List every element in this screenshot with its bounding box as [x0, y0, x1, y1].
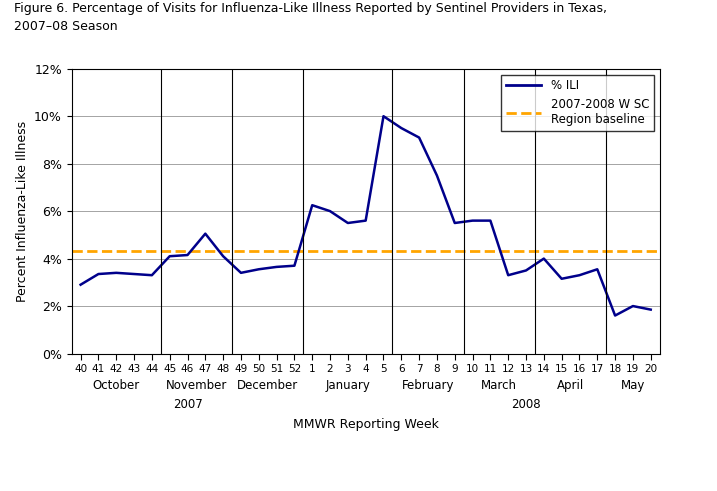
Text: 2007–08 Season: 2007–08 Season — [14, 20, 118, 32]
Text: Figure 6. Percentage of Visits for Influenza-Like Illness Reported by Sentinel P: Figure 6. Percentage of Visits for Influ… — [14, 2, 607, 15]
Text: December: December — [237, 379, 298, 392]
Text: May: May — [621, 379, 645, 392]
Legend: % ILI, 2007-2008 W SC
Region baseline: % ILI, 2007-2008 W SC Region baseline — [501, 75, 654, 131]
Text: 2008: 2008 — [511, 398, 541, 410]
Text: February: February — [402, 379, 455, 392]
Text: April: April — [557, 379, 584, 392]
Text: October: October — [92, 379, 140, 392]
Text: November: November — [166, 379, 227, 392]
Y-axis label: Percent Influenza-Like Illness: Percent Influenza-Like Illness — [16, 121, 29, 301]
Text: 2007: 2007 — [173, 398, 202, 410]
Text: January: January — [326, 379, 370, 392]
Text: March: March — [481, 379, 517, 392]
Text: MMWR Reporting Week: MMWR Reporting Week — [293, 417, 439, 431]
